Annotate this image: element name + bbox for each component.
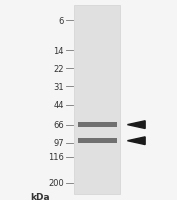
- Text: 66: 66: [53, 121, 64, 129]
- Bar: [74, 6, 120, 194]
- Bar: [78, 122, 117, 128]
- Text: 44: 44: [53, 101, 64, 109]
- Polygon shape: [127, 137, 145, 145]
- Text: 97: 97: [53, 139, 64, 147]
- Text: 14: 14: [53, 47, 64, 55]
- Text: 200: 200: [48, 179, 64, 187]
- Text: 22: 22: [53, 65, 64, 73]
- Polygon shape: [127, 121, 145, 129]
- Text: 31: 31: [53, 83, 64, 91]
- Text: 116: 116: [48, 153, 64, 161]
- Text: 6: 6: [58, 17, 64, 25]
- Text: kDa: kDa: [30, 192, 50, 200]
- Bar: [78, 138, 117, 144]
